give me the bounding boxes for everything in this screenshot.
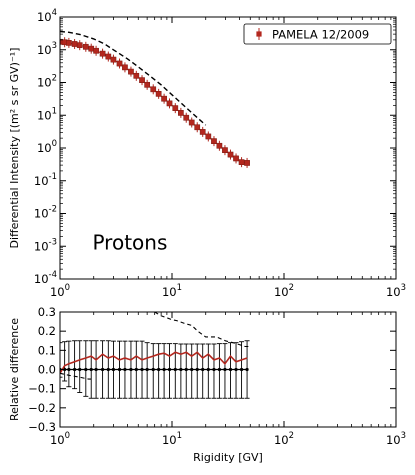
data-point xyxy=(244,160,250,166)
legend-marker xyxy=(256,31,262,37)
data-point xyxy=(166,100,173,107)
top-y-tick-label: 10-4 xyxy=(34,270,57,286)
top-y-tick-label: 104 xyxy=(37,8,57,24)
top-y-tick-label: 10-2 xyxy=(34,205,57,221)
top-x-tick-label: 100 xyxy=(50,283,70,299)
bottom-x-tick-label: 100 xyxy=(50,431,70,447)
data-point xyxy=(178,110,184,116)
data-point xyxy=(205,133,212,140)
top-x-tick-label: 103 xyxy=(386,283,406,299)
data-point xyxy=(71,41,78,47)
data-point xyxy=(233,155,239,162)
bottom-y-tick-label: 0.2 xyxy=(38,324,56,338)
relative-difference-y-label: Relative difference xyxy=(8,318,21,421)
data-point xyxy=(211,138,217,144)
data-point xyxy=(88,45,95,52)
bottom-y-tick-label: −0.1 xyxy=(28,382,56,396)
bottom-x-tick-label: 101 xyxy=(162,431,182,447)
bottom-y-tick-label: 0.3 xyxy=(38,305,56,319)
bottom-y-tick-label: −0.2 xyxy=(28,401,56,415)
bottom-y-tick-label: −0.3 xyxy=(28,420,56,434)
data-point xyxy=(155,91,162,97)
protons-label: Protons xyxy=(92,230,167,254)
data-point xyxy=(66,40,72,46)
bottom-y-tick-label: 0.1 xyxy=(38,343,56,357)
bottom-y-tick-label: 0.0 xyxy=(38,363,56,377)
legend: PAMELA 12/2009 xyxy=(243,23,392,45)
data-point xyxy=(93,47,99,54)
data-point xyxy=(76,42,83,49)
data-point xyxy=(150,86,157,93)
data-point xyxy=(194,124,201,131)
top-y-tick-label: 102 xyxy=(37,74,57,90)
data-point xyxy=(188,119,195,126)
data-point xyxy=(110,56,117,63)
relative-model-curve-2 xyxy=(60,372,94,380)
bottom-x-tick-label: 102 xyxy=(274,431,294,447)
data-point xyxy=(122,64,128,71)
data-point xyxy=(99,50,106,57)
data-point xyxy=(144,81,151,88)
data-point xyxy=(128,68,134,75)
data-point xyxy=(183,114,190,121)
data-point xyxy=(116,60,123,67)
top-y-tick-label: 10-3 xyxy=(34,237,57,253)
data-point xyxy=(105,53,112,60)
relative-difference-panel: 100 101 102 103 −0.3 −0.2 −0.1 0.0 0.1 0.2 0.3 Rel… xyxy=(8,305,406,464)
top-y-tick-label: 103 xyxy=(37,41,57,57)
data-point xyxy=(199,129,206,135)
data-point xyxy=(161,95,167,102)
data-point xyxy=(172,105,179,111)
data-point xyxy=(227,151,234,158)
top-y-tick-label: 100 xyxy=(37,139,57,155)
data-point xyxy=(222,147,228,153)
legend-box xyxy=(243,23,392,45)
data-point xyxy=(238,159,245,165)
y-axis-label: Differential Intensity [(m² s sr GV)⁻¹] xyxy=(8,48,21,249)
legend-entry: PAMELA 12/2009 xyxy=(272,28,369,42)
data-point xyxy=(139,77,145,83)
top-model-curve xyxy=(60,30,207,126)
top-y-tick-label: 101 xyxy=(37,106,57,122)
top-x-tick-label: 102 xyxy=(274,283,294,299)
top-x-tick-label: 101 xyxy=(162,283,182,299)
intensity-panel: 100 101 102 103 10-4 10-3 10-2 10-1 100 101 102 103… xyxy=(8,8,406,299)
top-y-tick-label: 10-1 xyxy=(34,172,57,188)
data-point xyxy=(82,43,89,50)
data-point xyxy=(216,142,223,149)
bottom-x-tick-label: 103 xyxy=(386,431,406,447)
x-axis-label: Rigidity [GV] xyxy=(193,451,263,464)
data-point xyxy=(133,72,140,79)
relative-model-curve-1 xyxy=(154,312,251,348)
relative-difference-curve xyxy=(60,351,248,374)
